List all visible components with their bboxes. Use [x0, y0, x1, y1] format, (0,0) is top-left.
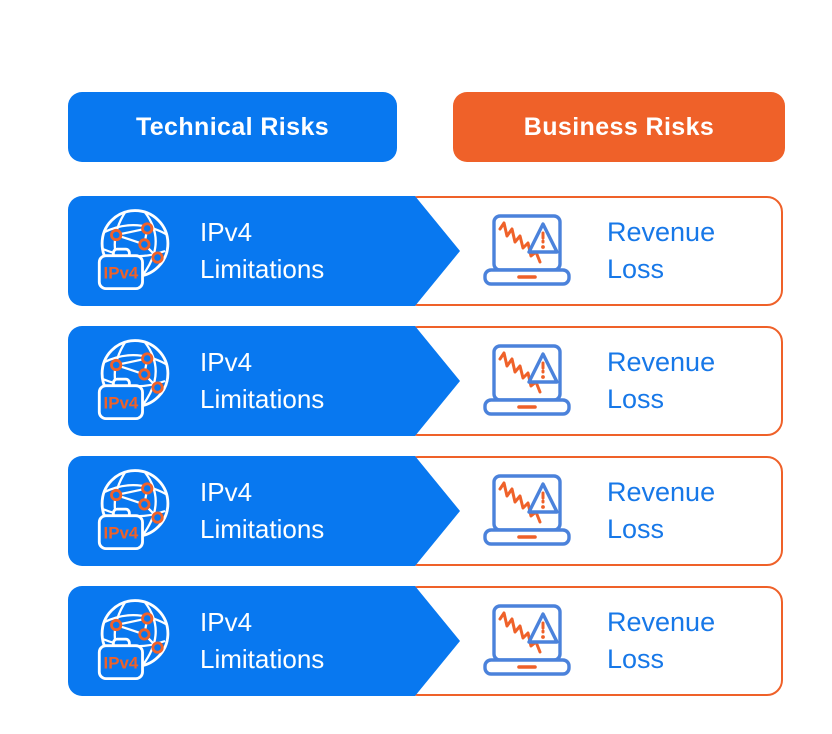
header-technical-risks: Technical Risks: [68, 92, 397, 162]
ipv4-limitations-label: IPv4 Limitations: [200, 196, 324, 306]
business-risk-box: [402, 586, 783, 696]
laptop-declining-chart-warning-icon: [480, 211, 574, 291]
globe-network-ipv4-icon: IPv4: [88, 204, 182, 298]
ipv4-limitations-label: IPv4 Limitations: [200, 586, 324, 696]
ipv4-limitations-label: IPv4 Limitations: [200, 456, 324, 566]
business-label-line2: Loss: [607, 644, 665, 674]
technical-label-line2: Limitations: [200, 644, 325, 674]
business-label-line2: Loss: [607, 384, 665, 414]
technical-label-line1: IPv4: [200, 347, 253, 377]
ipv4-limitations-label: IPv4 Limitations: [200, 326, 324, 436]
laptop-declining-chart-warning-icon: [480, 601, 574, 681]
business-label-line1: Revenue: [607, 347, 716, 377]
revenue-loss-label: Revenue Loss: [607, 196, 715, 306]
business-label-line1: Revenue: [607, 477, 716, 507]
technical-label-line1: IPv4: [200, 477, 253, 507]
header-technical-risks-label: Technical Risks: [135, 112, 330, 141]
globe-network-ipv4-icon: IPv4: [88, 334, 182, 428]
revenue-loss-label: Revenue Loss: [607, 586, 715, 696]
header-business-risks: Business Risks: [453, 92, 785, 162]
business-risk-box: [402, 326, 783, 436]
business-label-line2: Loss: [607, 514, 665, 544]
revenue-loss-label: Revenue Loss: [607, 456, 715, 566]
business-label-line1: Revenue: [607, 217, 716, 247]
technical-label-line2: Limitations: [200, 384, 325, 414]
laptop-declining-chart-warning-icon: [480, 471, 574, 551]
technical-label-line1: IPv4: [200, 607, 253, 637]
technical-label-line2: Limitations: [200, 514, 325, 544]
globe-tag-text: IPv4: [104, 393, 139, 412]
laptop-declining-chart-warning-icon: [480, 341, 574, 421]
technical-label-line1: IPv4: [200, 217, 253, 247]
header-business-risks-label: Business Risks: [523, 112, 715, 141]
risk-row-4: IPv4 IPv4 Limitations Revenue Loss: [68, 586, 783, 696]
business-risk-box: [402, 196, 783, 306]
globe-network-ipv4-icon: IPv4: [88, 594, 182, 688]
technical-label-line2: Limitations: [200, 254, 325, 284]
globe-tag-text: IPv4: [104, 263, 139, 282]
globe-tag-text: IPv4: [104, 653, 139, 672]
risk-row-1: IPv4 IPv4 Limitations Revenue Loss: [68, 196, 783, 306]
globe-network-ipv4-icon: IPv4: [88, 464, 182, 558]
business-risk-box: [402, 456, 783, 566]
business-label-line1: Revenue: [607, 607, 716, 637]
risk-row-3: IPv4 IPv4 Limitations Revenue Loss: [68, 456, 783, 566]
revenue-loss-label: Revenue Loss: [607, 326, 715, 436]
risk-row-2: IPv4 IPv4 Limitations Revenue Loss: [68, 326, 783, 436]
business-label-line2: Loss: [607, 254, 665, 284]
globe-tag-text: IPv4: [104, 523, 139, 542]
